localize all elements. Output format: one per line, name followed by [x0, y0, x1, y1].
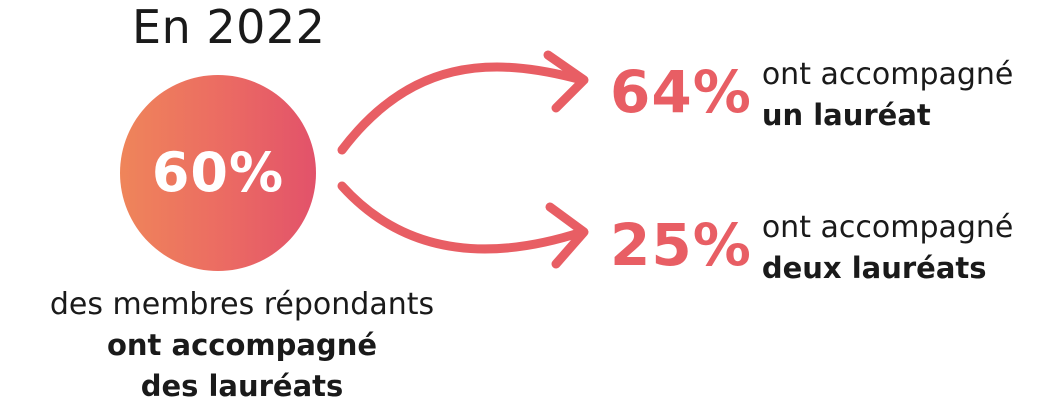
- caption-line-3: des lauréats: [140, 369, 344, 403]
- year-label: En 2022: [132, 0, 326, 54]
- breakdown-text: ont accompagné un lauréat: [762, 55, 1014, 135]
- main-stat-circle: 60%: [120, 75, 316, 271]
- breakdown-line-2: un lauréat: [761, 98, 931, 132]
- caption-line-1: des membres répondants: [49, 287, 435, 322]
- main-stat-value: 60%: [151, 141, 285, 204]
- upper-arrow-icon: [337, 62, 587, 155]
- breakdown-item-one: 64% ont accompagné un lauréat: [610, 55, 1013, 135]
- breakdown-line-1: ont accompagné: [761, 57, 1014, 92]
- caption-line-2: ont accompagné: [106, 328, 378, 362]
- breakdown-item-two: 25% ont accompagné deux lauréats: [610, 208, 1013, 288]
- upper-arrowhead-icon: [543, 50, 589, 113]
- lower-arrow-icon: [337, 181, 587, 254]
- breakdown-text: ont accompagné deux lauréats: [762, 208, 1014, 288]
- breakdown-line-1: ont accompagné: [761, 210, 1014, 245]
- breakdown-value: 25%: [610, 211, 752, 279]
- breakdown-line-2: deux lauréats: [761, 251, 987, 285]
- main-stat-caption: des membres répondants ont accompagné de…: [0, 284, 484, 407]
- lower-arrowhead-icon: [545, 202, 589, 269]
- breakdown-value: 64%: [610, 58, 752, 126]
